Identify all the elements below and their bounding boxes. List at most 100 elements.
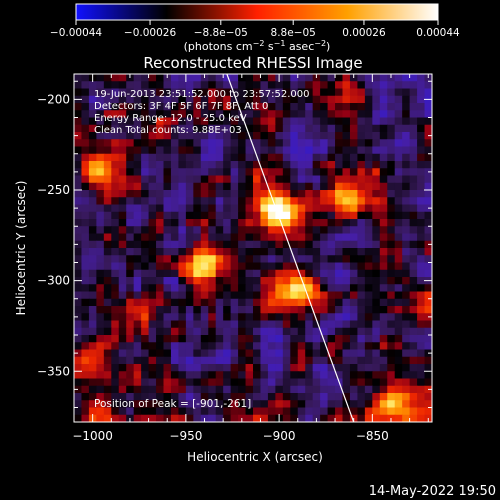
heatmap-cell [163,175,172,184]
heatmap-cell [215,364,224,372]
heatmap-cell [133,88,142,97]
heatmap-cell [305,385,314,394]
heatmap-cell [141,74,150,82]
heatmap-cell [126,306,135,314]
heatmap-cell [156,117,165,126]
heatmap-cell [364,342,373,351]
heatmap-cell [275,342,284,351]
heatmap-cell [103,284,112,293]
colorbar-tick-label: 0.00026 [342,27,386,39]
heatmap-cell [297,132,306,140]
heatmap-cell [327,197,336,206]
heatmap-cell [312,306,321,314]
heatmap-cell [178,371,187,380]
heatmap-cell [320,364,329,372]
heatmap-cell [349,356,359,365]
heatmap-cell [260,204,269,213]
heatmap-cell [335,255,344,264]
heatmap-cell [230,190,239,198]
heatmap-cell [148,146,157,155]
heatmap-cell [81,103,90,111]
heatmap-cell [185,139,194,148]
heatmap-cell [238,313,247,322]
heatmap-cell [156,233,165,242]
heatmap-cell [238,233,247,242]
heatmap-cell [103,74,112,82]
heatmap-cell [230,175,239,184]
heatmap-cell [327,117,336,126]
heatmap-cell [118,291,127,300]
heatmap-cell [267,269,276,278]
heatmap-cell [193,298,202,307]
heatmap-cell [282,168,291,177]
heatmap-cell [327,219,336,227]
heatmap-cell [312,262,321,271]
heatmap-cell [349,393,359,401]
heatmap-cell [238,255,247,264]
heatmap-cell [96,356,105,365]
heatmap-cell [88,364,97,372]
heatmap-cell [230,349,239,358]
heatmap-cell [275,226,284,235]
heatmap-cell [424,255,432,264]
heatmap-cell [394,393,403,401]
heatmap-cell [327,414,336,422]
heatmap-cell [81,262,90,271]
heatmap-cell [409,103,418,111]
heatmap-cell [320,182,329,191]
heatmap-cell [320,356,329,365]
heatmap-cell [282,132,291,140]
heatmap-cell [118,255,127,264]
heatmap-cell [267,74,276,82]
heatmap-cell [156,400,165,409]
heatmap-cell [253,226,262,235]
heatmap-cell [253,335,262,343]
heatmap-cell [275,204,284,213]
heatmap-cell [163,378,172,387]
heatmap-cell [335,400,344,409]
heatmap-cell [148,226,157,235]
heatmap-cell [267,88,276,97]
heatmap-cell [282,110,291,119]
heatmap-cell [163,364,172,372]
footer-date: 14-May-2022 19:50 [369,484,496,499]
heatmap-cell [245,168,254,177]
heatmap-cell [238,378,247,387]
heatmap-cell [96,327,105,336]
heatmap-cell [156,103,165,111]
heatmap-cell [327,277,336,285]
heatmap-cell [327,248,336,256]
heatmap-cell [133,414,142,422]
heatmap-cell [111,88,120,97]
heatmap-cell [185,204,194,213]
heatmap-cell [245,153,254,162]
heatmap-cell [342,110,351,119]
heatmap-cell [74,117,83,126]
heatmap-cell [156,349,165,358]
heatmap-cell [417,103,426,111]
heatmap-cell [267,124,276,133]
heatmap-cell [74,327,83,336]
heatmap-cell [379,262,388,271]
heatmap-cell [81,269,90,278]
heatmap-cell [364,204,373,213]
heatmap-cell [424,342,432,351]
heatmap-cell [163,211,172,220]
heatmap-cell [148,298,157,307]
heatmap-cell [141,117,150,126]
heatmap-cell [185,103,194,111]
heatmap-cell [275,364,284,372]
heatmap-cell [305,327,314,336]
heatmap-cell [312,233,321,242]
heatmap-cell [320,153,329,162]
heatmap-cell [96,117,105,126]
heatmap-cell [178,175,187,184]
heatmap-cell [74,248,83,256]
heatmap-cell [148,407,157,416]
heatmap-cell [320,190,329,198]
heatmap-cell [297,81,306,90]
heatmap-cell [215,255,224,264]
heatmap-cell [424,110,432,119]
heatmap-cell [103,277,112,285]
heatmap-cell [394,335,403,343]
